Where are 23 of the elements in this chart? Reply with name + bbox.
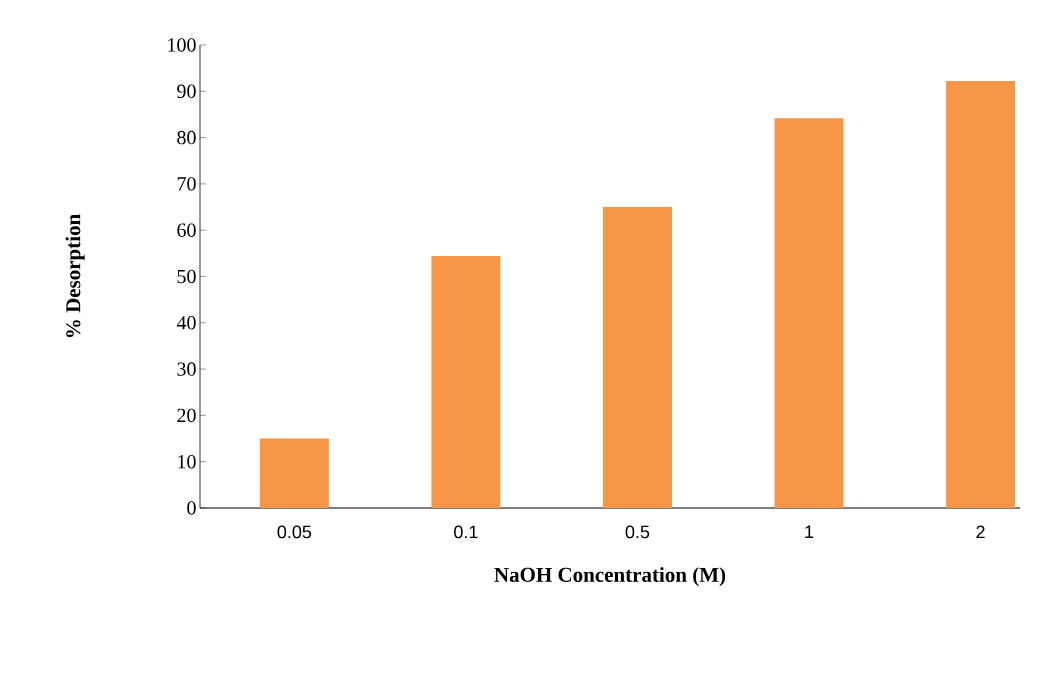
y-tick-label: 40 xyxy=(176,316,196,330)
y-axis-title: % Desorption xyxy=(65,214,85,338)
y-tick-label: 100 xyxy=(168,38,196,52)
y-tick-label: 0 xyxy=(187,501,196,515)
y-tick-label: 60 xyxy=(177,223,196,237)
x-tick-label: 1 xyxy=(805,525,814,538)
y-tick-label: 80 xyxy=(177,130,196,145)
bar xyxy=(946,81,1016,508)
x-tick-label: 2 xyxy=(976,525,985,539)
bar xyxy=(431,256,501,508)
y-tick-label: 10 xyxy=(178,454,196,469)
x-tick-label: 0.1 xyxy=(454,525,478,539)
y-tick-label: 70 xyxy=(177,177,196,191)
y-tick-label: 20 xyxy=(177,408,196,423)
y-tick-label: 50 xyxy=(177,269,196,284)
y-tick-label: 30 xyxy=(177,362,196,376)
x-tick-label: 0.05 xyxy=(277,525,312,539)
x-tick-label: 0.5 xyxy=(625,525,650,539)
bar xyxy=(774,118,844,508)
bar xyxy=(259,438,329,508)
x-axis-title: NaOH Concentration (M) xyxy=(494,567,726,587)
y-tick-label: 90 xyxy=(177,84,196,99)
bar xyxy=(602,207,672,508)
